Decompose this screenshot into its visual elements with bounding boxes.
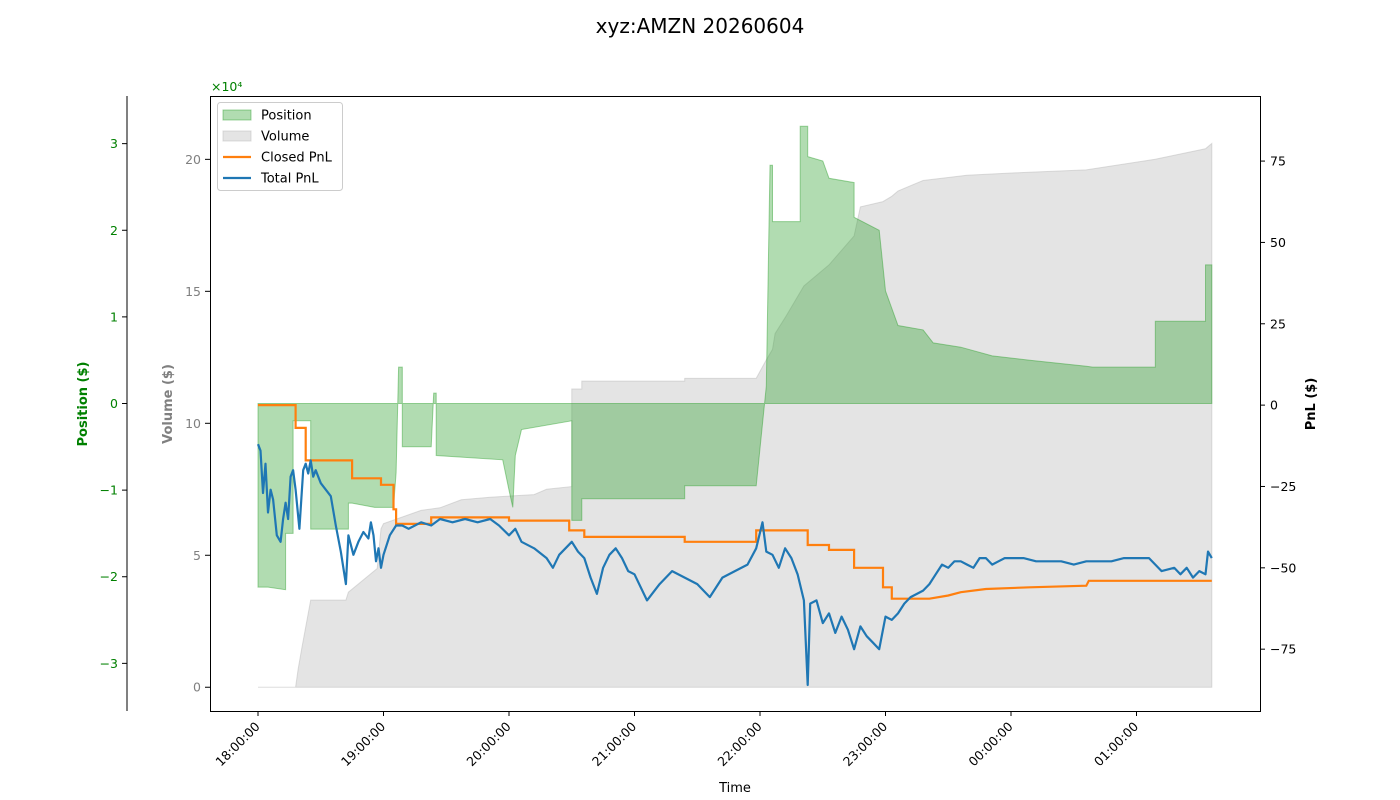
position-tick-label: −3	[100, 656, 118, 671]
volume-area-layer	[258, 142, 1213, 688]
pnl-tick-label: 50	[1270, 235, 1286, 250]
x-tick-label: 19:00:00	[338, 719, 388, 769]
position-tick-label: −2	[100, 569, 118, 584]
pnl-tick-label: 25	[1270, 316, 1286, 331]
closed-pnl-legend-item: Closed PnL	[223, 151, 333, 166]
position-tick-label: 3	[110, 136, 118, 151]
pnl-tick-label: −50	[1270, 560, 1296, 575]
x-tick-label: 22:00:00	[714, 719, 764, 769]
legend: Position Volume Closed PnL Total PnL	[217, 102, 343, 191]
volume-legend-item: Volume	[222, 130, 309, 145]
x-tick-label: 23:00:00	[840, 719, 890, 769]
x-tick-label: 20:00:00	[463, 719, 513, 769]
legend-label: Total PnL	[260, 172, 319, 187]
pnl-lines-layer	[256, 404, 1213, 687]
pnl-tick-label: 75	[1270, 154, 1286, 169]
position-tick-label: 2	[110, 223, 118, 238]
legend-box	[217, 102, 343, 191]
legend-label: Closed PnL	[261, 151, 333, 166]
position-area	[257, 125, 1213, 591]
position-tick-label: 1	[110, 309, 118, 324]
x-tick-label: 00:00:00	[965, 719, 1015, 769]
x-tick-label: 01:00:00	[1091, 719, 1141, 769]
legend-swatch	[222, 130, 252, 142]
volume-tick-label: 20	[185, 152, 201, 167]
x-tick-label: 18:00:00	[212, 719, 262, 769]
volume-area	[258, 142, 1213, 688]
volume-tick-label: 5	[193, 548, 201, 563]
pnl-tick-label: −75	[1270, 642, 1296, 657]
chart-title: xyz:AMZN 20260604	[596, 14, 805, 38]
position-area-layer	[257, 125, 1213, 591]
position-axis-label: Position ($)	[76, 362, 91, 447]
position-multiplier: ×10⁴	[211, 79, 242, 94]
volume-axis-label: Volume ($)	[161, 364, 176, 444]
volume-tick-label: 10	[185, 416, 201, 431]
plot-frame	[210, 96, 1261, 712]
volume-tick-label: 15	[185, 284, 201, 299]
pnl-tick-label: −25	[1270, 479, 1296, 494]
x-tick-label: 21:00:00	[589, 719, 639, 769]
pnl-axis-label: PnL ($)	[1304, 378, 1319, 431]
pnl-tick-label: 0	[1270, 398, 1278, 413]
closed-pnl-line	[258, 404, 1212, 600]
position-tick-label: −1	[100, 483, 118, 498]
total-pnl-legend-item: Total PnL	[223, 172, 319, 187]
position-legend-item: Position	[222, 109, 312, 124]
x-axis-label: Time	[718, 781, 751, 796]
legend-label: Volume	[261, 130, 309, 145]
legend-label: Position	[261, 109, 312, 124]
total-pnl-line	[256, 443, 1213, 687]
legend-swatch	[222, 109, 252, 121]
position-tick-label: 0	[110, 396, 118, 411]
volume-tick-label: 0	[193, 680, 201, 695]
